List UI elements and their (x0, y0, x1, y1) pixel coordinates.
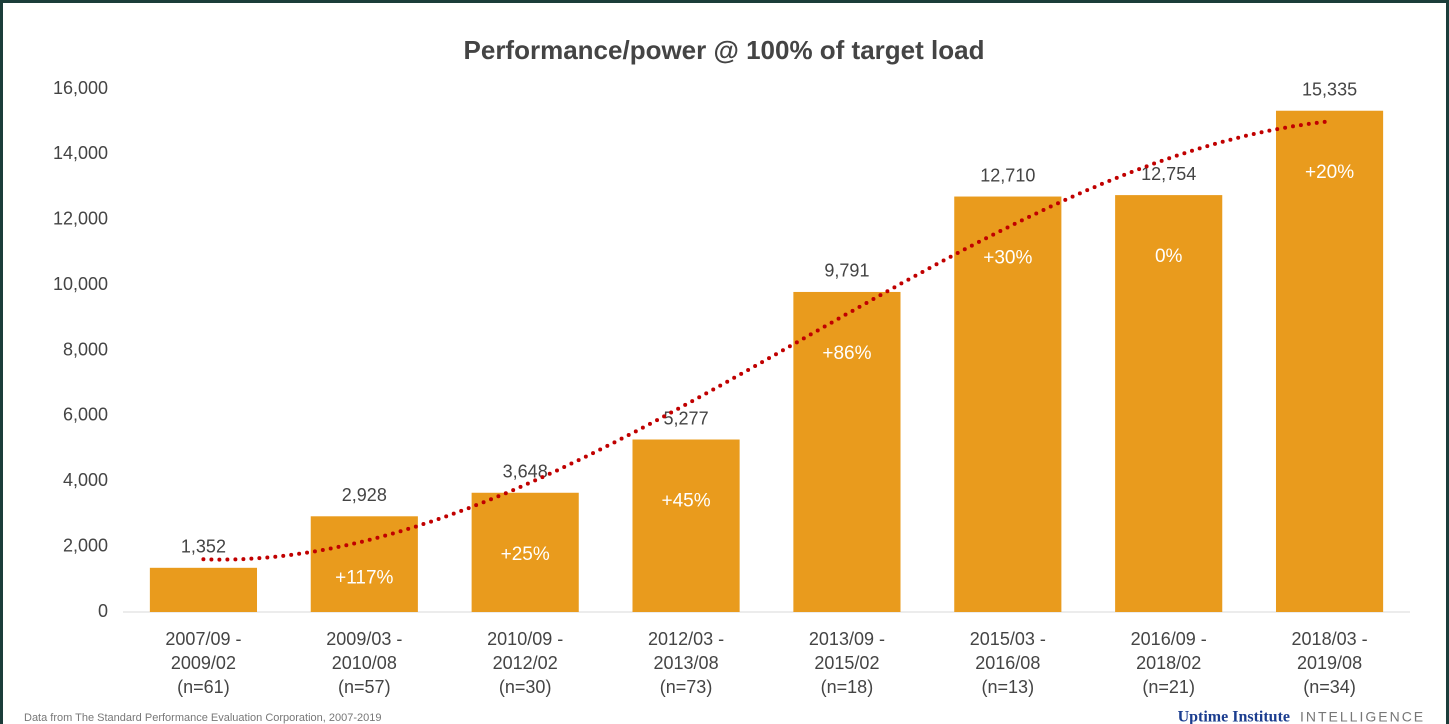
brand: Uptime Institute (1178, 709, 1290, 724)
y-tick-label: 16,000 (53, 78, 108, 98)
bar (954, 196, 1062, 612)
x-tick-label: 2018/02 (1136, 653, 1201, 673)
change-label: +45% (662, 491, 711, 512)
source: Data from The Standard Performance Evalu… (24, 712, 382, 724)
x-tick-label: 2009/02 (171, 653, 236, 673)
chart-title: Performance/power @ 100% of target load (464, 35, 985, 65)
bar (1115, 195, 1223, 612)
change-label: +20% (1305, 162, 1354, 183)
x-tick-label: (n=30) (499, 677, 552, 697)
value-label: 12,710 (980, 165, 1035, 185)
x-tick-label: (n=34) (1303, 677, 1356, 697)
value-label: 1,352 (181, 537, 226, 557)
x-tick-label: 2013/08 (654, 653, 719, 673)
x-tick-label: (n=21) (1142, 677, 1195, 697)
y-tick-label: 14,000 (53, 143, 108, 163)
x-tick-label: (n=13) (982, 677, 1035, 697)
y-tick-label: 8,000 (63, 339, 108, 359)
bar (1275, 110, 1384, 613)
x-tick-label: 2009/03 - (326, 629, 402, 649)
y-tick-label: 6,000 (63, 405, 108, 425)
change-label: 0% (1155, 246, 1183, 267)
y-tick-label: 2,000 (63, 535, 108, 555)
value-label: 15,335 (1302, 79, 1357, 99)
y-tick-label: 12,000 (53, 209, 108, 229)
bar (149, 567, 258, 612)
x-tick-label: (n=57) (338, 677, 391, 697)
x-tick-label: 2015/03 - (970, 629, 1046, 649)
bar (632, 439, 740, 612)
x-tick-label: 2019/08 (1297, 653, 1362, 673)
x-tick-label: 2007/09 - (165, 629, 241, 649)
x-tick-label: 2013/09 - (809, 629, 885, 649)
y-tick-label: 0 (98, 601, 108, 621)
value-label: 3,648 (503, 462, 548, 482)
value-label: 2,928 (342, 485, 387, 505)
x-tick-label: 2016/09 - (1131, 629, 1207, 649)
x-tick-label: 2012/02 (493, 653, 558, 673)
x-tick-label: 2015/02 (814, 653, 879, 673)
change-label: +30% (983, 248, 1032, 269)
bar (471, 492, 579, 612)
value-label: 5,277 (664, 408, 709, 428)
x-tick-label: 2016/08 (975, 653, 1040, 673)
y-tick-label: 4,000 (63, 470, 108, 490)
change-label: +86% (822, 343, 871, 364)
x-tick-label: 2018/03 - (1292, 629, 1368, 649)
x-tick-label: 2010/09 - (487, 629, 563, 649)
bar (793, 291, 901, 612)
change-label: +25% (501, 544, 550, 565)
change-label: +117% (335, 567, 393, 588)
trendline (201, 119, 1332, 562)
value-label: 12,754 (1141, 164, 1196, 184)
x-tick-label: 2012/03 - (648, 629, 724, 649)
x-tick-label: 2010/08 (332, 653, 397, 673)
x-tick-label: (n=61) (177, 677, 230, 697)
y-tick-label: 10,000 (53, 274, 108, 294)
value-label: 9,791 (824, 261, 869, 281)
x-tick-label: (n=18) (821, 677, 874, 697)
brand-tag: INTELLIGENCE (1300, 709, 1425, 724)
x-tick-label: (n=73) (660, 677, 713, 697)
